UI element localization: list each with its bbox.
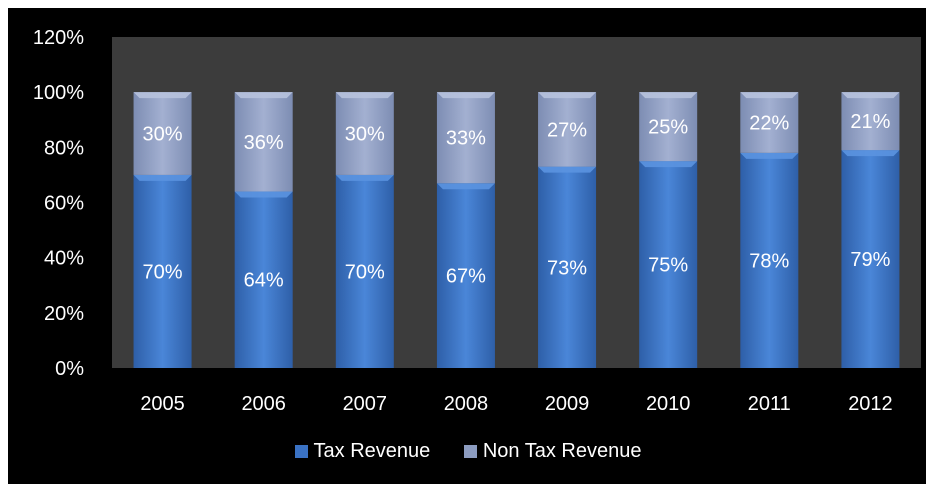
bar-non-tax-revenue [639,92,698,162]
x-tick-label: 2010 [646,393,691,415]
bar-tax-revenue [841,150,900,368]
plot-area [112,37,921,368]
bars [133,92,900,368]
legend: Tax Revenue Non Tax Revenue [0,440,936,463]
bar-bevel [538,166,597,173]
bar-non-tax-revenue [436,92,495,184]
x-tick-label: 2005 [140,393,185,415]
data-label: 70% [345,261,385,283]
x-axis: 2005 2006 2007 2008 2009 2010 2011 2012 [140,393,892,415]
bar-tax-revenue [335,174,394,368]
legend-label-non-tax-revenue: Non Tax Revenue [482,440,642,463]
x-tick-label: 2012 [848,393,893,415]
data-label: 25% [648,117,688,139]
data-label: 36% [244,132,284,154]
bar-non-tax-revenue [740,92,799,153]
bar-non-tax-revenue [538,92,597,167]
bar-bevel [335,92,394,99]
bar-bevel [740,92,799,99]
data-label: 21% [850,111,890,133]
data-label: 33% [446,128,486,150]
legend-swatch-non-tax-revenue [463,445,477,459]
legend-label-tax-revenue: Tax Revenue [313,440,431,463]
bar-bevel [234,191,293,198]
x-tick-label: 2011 [748,393,791,415]
x-tick-label: 2009 [545,393,590,415]
bar-non-tax-revenue [133,92,192,175]
data-label: 30% [345,124,385,146]
y-tick-label: 40% [44,248,84,270]
y-axis: 0% 20% 40% 60% 80% 100% 120% [33,27,84,380]
bar-bevel [436,92,495,99]
bar-non-tax-revenue [335,92,394,175]
bar-bevel [639,161,698,168]
bar-bevel [740,152,799,159]
bar-bevel [133,174,192,181]
bar-non-tax-revenue [234,92,293,192]
data-label: 27% [547,119,587,141]
y-tick-label: 60% [44,193,84,215]
bar-non-tax-revenue [841,92,900,151]
data-label: 22% [749,113,789,135]
bar-bevel [133,92,192,99]
bar-bevel [639,92,698,99]
x-tick-label: 2007 [343,393,388,415]
y-tick-label: 80% [44,137,84,159]
legend-item-non-tax-revenue: Non Tax Revenue [463,440,642,463]
bar-bevel [436,183,495,190]
data-label: 64% [244,270,284,292]
data-label: 75% [648,255,688,277]
bar-bevel [335,174,394,181]
data-label: 73% [547,257,587,279]
bar-tax-revenue [133,174,192,368]
x-tick-label: 2006 [241,393,286,415]
bar-tax-revenue [740,152,799,368]
data-label: 78% [749,250,789,272]
bar-tax-revenue [234,191,293,368]
bar-bevel [234,92,293,99]
y-tick-label: 100% [33,82,84,104]
data-labels: 70% 30% 64% 36% 70% 30% 67% 33% 73% 27% 75% 25% 78% 2… [143,111,891,292]
bar-bevel [538,92,597,99]
y-tick-label: 120% [33,27,84,49]
data-label: 70% [143,261,183,283]
y-tick-label: 20% [44,303,84,325]
bar-tax-revenue [639,161,698,368]
bar-tax-revenue [538,166,597,368]
bar-tax-revenue [436,183,495,368]
x-tick-label: 2008 [444,393,489,415]
data-label: 30% [143,124,183,146]
legend-item-tax-revenue: Tax Revenue [294,440,431,463]
bar-bevel [841,92,900,99]
legend-swatch-tax-revenue [294,445,308,459]
bar-bevel [841,150,900,157]
data-label: 67% [446,266,486,288]
y-tick-label: 0% [55,358,84,380]
data-label: 79% [850,249,890,271]
